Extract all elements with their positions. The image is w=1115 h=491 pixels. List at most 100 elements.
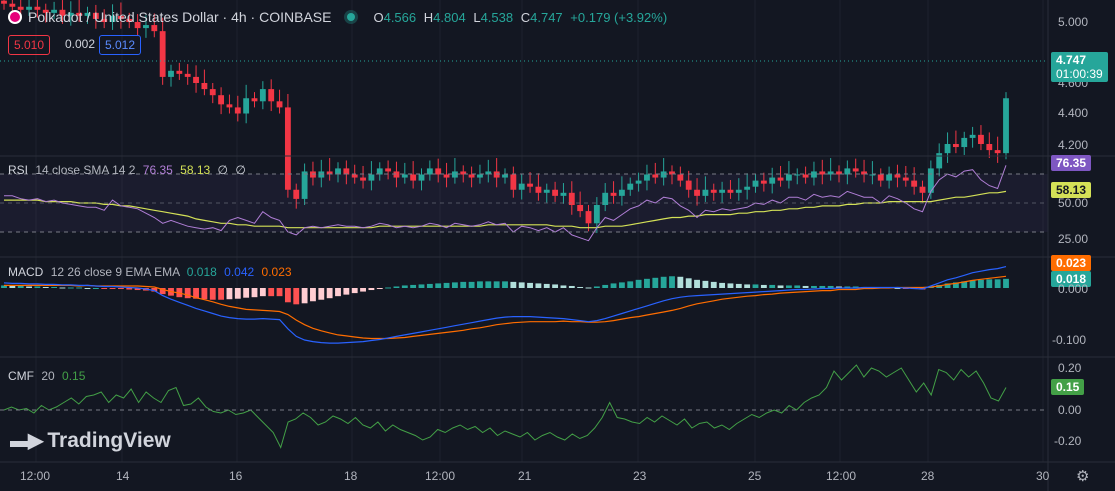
candle: [552, 189, 559, 196]
rsi-plot: [4, 165, 1007, 242]
settings-gear-icon[interactable]: ⚙: [1076, 468, 1090, 485]
candle: [193, 76, 199, 83]
candle: [936, 153, 943, 169]
macd-histogram-bar: [944, 283, 951, 288]
rsi-value-tag: 76.35: [1051, 155, 1092, 171]
macd-legend[interactable]: MACD 12 26 close 9 EMA EMA 0.018 0.042 0…: [8, 265, 292, 279]
macd-histogram-bar: [76, 287, 83, 289]
symbol-title[interactable]: Polkadot / United States Dollar · 4h · C…: [28, 9, 332, 25]
macd-histogram-bar: [685, 278, 692, 288]
candle: [435, 168, 442, 175]
time-label: 28: [921, 469, 935, 483]
macd-histogram-bar: [510, 281, 517, 288]
macd-histogram-bar: [585, 287, 592, 289]
candle: [560, 192, 567, 196]
candle: [410, 174, 417, 181]
macd-histogram-bar: [34, 286, 41, 288]
macd-histogram-bar: [518, 282, 525, 288]
macd-histogram-bar: [710, 281, 717, 288]
candle: [819, 171, 826, 175]
candle: [143, 25, 149, 29]
time-label: 21: [518, 469, 532, 483]
candle: [994, 150, 1001, 154]
macd-histogram-bar: [468, 281, 475, 288]
symbol-header[interactable]: Polkadot / United States Dollar · 4h · C…: [8, 6, 667, 28]
candle: [51, 9, 58, 13]
rsi-axis-label: 25.00: [1058, 232, 1089, 246]
macd-histogram-bar: [293, 288, 300, 305]
macd-histogram-bar: [727, 283, 734, 288]
candle: [451, 171, 458, 178]
candle: [477, 174, 483, 178]
candle: [351, 174, 358, 178]
candle: [727, 189, 734, 193]
rsi-sma-tag: 58.13: [1051, 182, 1092, 198]
macd-histogram-bar: [552, 284, 559, 288]
candle: [418, 174, 425, 181]
candle: [393, 171, 400, 178]
candle: [42, 9, 49, 13]
macd-histogram-bar: [568, 285, 575, 288]
candle: [276, 101, 283, 108]
candle: [969, 134, 976, 138]
candle: [109, 15, 116, 22]
candle: [827, 171, 834, 175]
candle: [59, 9, 66, 16]
time-label: 12:00: [826, 469, 857, 483]
macd-axis-label: 0.000: [1058, 282, 1089, 296]
macd-histogram-bar: [201, 288, 208, 300]
buy-button[interactable]: 5.012: [99, 35, 142, 55]
macd-histogram-bar: [401, 285, 408, 288]
candle: [852, 168, 859, 172]
tradingview-logo[interactable]: ▬▶ TradingView: [10, 428, 171, 453]
macd-histogram-bar: [744, 284, 751, 288]
macd-histogram-bar: [610, 283, 617, 288]
macd-histogram-bar: [101, 288, 108, 289]
candle: [234, 107, 241, 114]
cmf-axis-label: 0.20: [1058, 361, 1082, 375]
candle: [527, 183, 533, 187]
rsi-legend[interactable]: RSI 14 close SMA 14 2 76.35 58.13 ∅ ∅: [8, 163, 246, 177]
candle: [76, 12, 83, 16]
sell-button[interactable]: 5.010: [8, 35, 51, 55]
candle: [1003, 98, 1009, 154]
candle: [26, 6, 32, 10]
candle: [986, 144, 993, 151]
candle: [184, 73, 191, 77]
candle: [919, 186, 926, 193]
cmf-axis-label: 0.00: [1058, 403, 1082, 417]
macd-plot: [1, 266, 1009, 344]
macd-histogram-bar: [836, 286, 842, 288]
macd-histogram-bar: [393, 286, 400, 288]
cmf-axis-label: -0.20: [1054, 434, 1082, 448]
candle: [502, 174, 508, 178]
candle: [368, 174, 375, 181]
macd-histogram-bar: [335, 288, 341, 297]
candle: [861, 171, 867, 175]
candle: [243, 98, 250, 114]
macd-histogram-bar: [794, 285, 801, 288]
macd-histogram-bar: [184, 288, 191, 299]
macd-histogram-bar: [284, 288, 291, 303]
candle: [777, 177, 784, 181]
macd-histogram-bar: [351, 288, 358, 294]
macd-histogram-bar: [259, 288, 266, 297]
cmf-legend[interactable]: CMF 20 0.15: [8, 369, 86, 383]
candle: [660, 171, 667, 178]
candle: [694, 189, 700, 196]
macd-histogram-bar: [677, 276, 684, 288]
macd-histogram-bar: [276, 288, 283, 297]
spread-value: 0.002: [65, 37, 96, 51]
candle: [326, 171, 333, 175]
macd-histogram-bar: [485, 281, 492, 288]
candle: [618, 189, 625, 196]
candle: [685, 180, 692, 190]
macd-histogram-bar: [360, 288, 366, 292]
macd-histogram-bar: [844, 286, 851, 288]
macd-histogram-bar: [769, 284, 776, 288]
candle: [735, 189, 742, 193]
candle: [159, 31, 166, 77]
polkadot-logo-icon: [8, 10, 22, 24]
candle: [568, 192, 575, 205]
